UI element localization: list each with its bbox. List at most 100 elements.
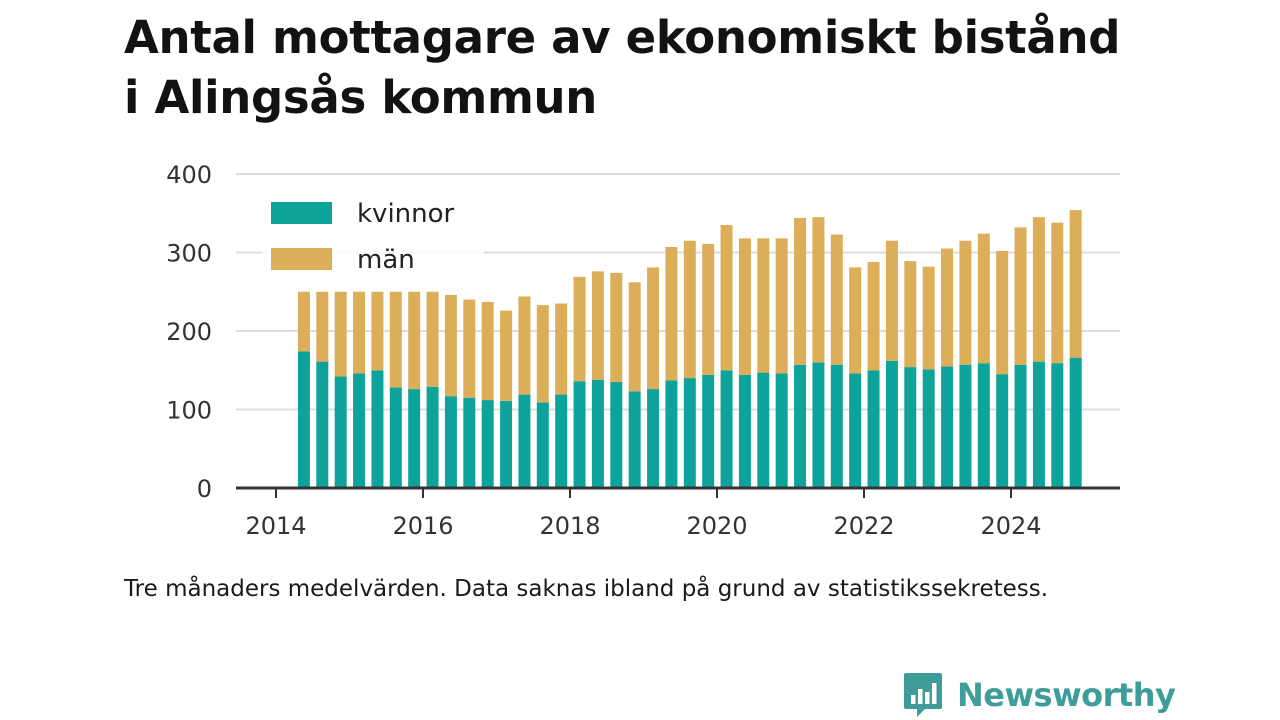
bar-man (665, 247, 678, 381)
bar-man (904, 261, 917, 368)
bar-kvinnor (573, 381, 586, 488)
legend: kvinnor män (262, 188, 484, 288)
bar-man (977, 233, 990, 364)
bar-man (1069, 210, 1082, 358)
bar-man (922, 266, 935, 370)
bar-kvinnor (775, 373, 788, 488)
bar-man (628, 282, 641, 392)
bar-man (408, 291, 421, 390)
bar-kvinnor (647, 389, 660, 488)
chart-title-line-2: i Alingsås kommun (124, 71, 598, 124)
bar-kvinnor (316, 361, 329, 488)
bar-kvinnor (812, 362, 825, 488)
y-tick-label: 300 (166, 240, 212, 268)
bar-man (775, 238, 788, 374)
x-tick-label: 2024 (980, 512, 1041, 540)
bar-kvinnor (1032, 361, 1045, 488)
axes: 0 100 200 300 400 2014 2016 2018 2020 2022 2024 (166, 161, 1120, 540)
bar-kvinnor (904, 367, 917, 488)
bar-man (996, 250, 1009, 375)
bar-man (683, 240, 696, 379)
bar-kvinnor (830, 364, 843, 488)
stacked-bar-chart: 0 100 200 300 400 2014 2016 2018 2020 2022 2024 kv… (166, 161, 1120, 540)
bar-man (536, 305, 549, 403)
bar-man (849, 267, 862, 374)
bar-man (444, 294, 457, 397)
bar-kvinnor (977, 363, 990, 488)
x-tick-label: 2020 (686, 512, 747, 540)
bar-man (941, 248, 954, 367)
bar-kvinnor (408, 389, 421, 488)
bar-kvinnor (555, 394, 568, 488)
bar-man (316, 291, 329, 362)
chart-title-line-1: Antal mottagare av ekonomiskt bistånd (124, 11, 1121, 64)
legend-swatch-man (271, 248, 332, 270)
bar-kvinnor (885, 360, 898, 488)
bar-man (702, 243, 715, 375)
y-tick-label: 200 (166, 318, 212, 346)
bar-kvinnor (610, 382, 623, 488)
bar-man (426, 291, 439, 387)
x-tick-label: 2016 (392, 512, 453, 540)
bar-kvinnor (683, 378, 696, 488)
bar-kvinnor (536, 402, 549, 488)
bar-kvinnor (591, 379, 604, 488)
bar-man (591, 271, 604, 380)
bar-kvinnor (1051, 363, 1064, 488)
legend-label-kvinnor: kvinnor (357, 199, 455, 229)
bar-man (1051, 222, 1064, 364)
footnote: Tre månaders medelvärden. Data saknas ib… (124, 576, 1049, 602)
legend-swatch-kvinnor (271, 202, 332, 224)
bar-man (794, 217, 807, 365)
bar-man (647, 267, 660, 390)
y-tick-label: 400 (166, 161, 212, 189)
bar-man (334, 291, 347, 377)
bar-man (1032, 217, 1045, 362)
bar-man (959, 240, 972, 365)
bar-man (812, 217, 825, 363)
x-tick-label: 2014 (245, 512, 306, 540)
bar-kvinnor (297, 351, 310, 488)
bar-kvinnor (353, 373, 366, 488)
bar-kvinnor (444, 396, 457, 488)
bar-man (518, 296, 531, 395)
bar-kvinnor (518, 394, 531, 488)
bar-man (371, 291, 384, 371)
newsworthy-logo[interactable]: Newsworthy (903, 670, 1176, 720)
bar-kvinnor (794, 364, 807, 488)
bar-kvinnor (720, 370, 733, 488)
bar-man (867, 261, 880, 371)
bar-kvinnor (702, 374, 715, 488)
bar-man (720, 225, 733, 371)
bar-man (297, 291, 310, 352)
bar-kvinnor (757, 372, 770, 488)
bar-man (481, 301, 494, 401)
bar-man (830, 234, 843, 365)
bar-man (738, 238, 751, 375)
bar-kvinnor (996, 374, 1009, 488)
legend-label-man: män (357, 245, 415, 275)
bar-kvinnor (389, 387, 402, 488)
bars (297, 210, 1082, 488)
newsworthy-logo-text: Newsworthy (957, 676, 1176, 714)
bar-kvinnor (665, 380, 678, 488)
x-tick-label: 2022 (833, 512, 894, 540)
bar-man (555, 303, 568, 395)
chart-title: Antal mottagare av ekonomiskt bistånd i … (124, 8, 1224, 128)
newsworthy-logo-icon (904, 673, 942, 717)
bar-man (1014, 227, 1027, 365)
bar-kvinnor (481, 400, 494, 488)
bar-man (610, 272, 623, 383)
bar-kvinnor (959, 364, 972, 488)
bar-kvinnor (849, 373, 862, 488)
bar-man (500, 310, 513, 401)
bar-kvinnor (1069, 357, 1082, 488)
y-tick-label: 100 (166, 397, 212, 425)
bar-kvinnor (1014, 364, 1027, 488)
bar-man (885, 240, 898, 361)
bar-kvinnor (628, 391, 641, 488)
x-tick-label: 2018 (539, 512, 600, 540)
bar-kvinnor (922, 369, 935, 488)
bar-man (757, 238, 770, 373)
bar-kvinnor (463, 397, 476, 488)
